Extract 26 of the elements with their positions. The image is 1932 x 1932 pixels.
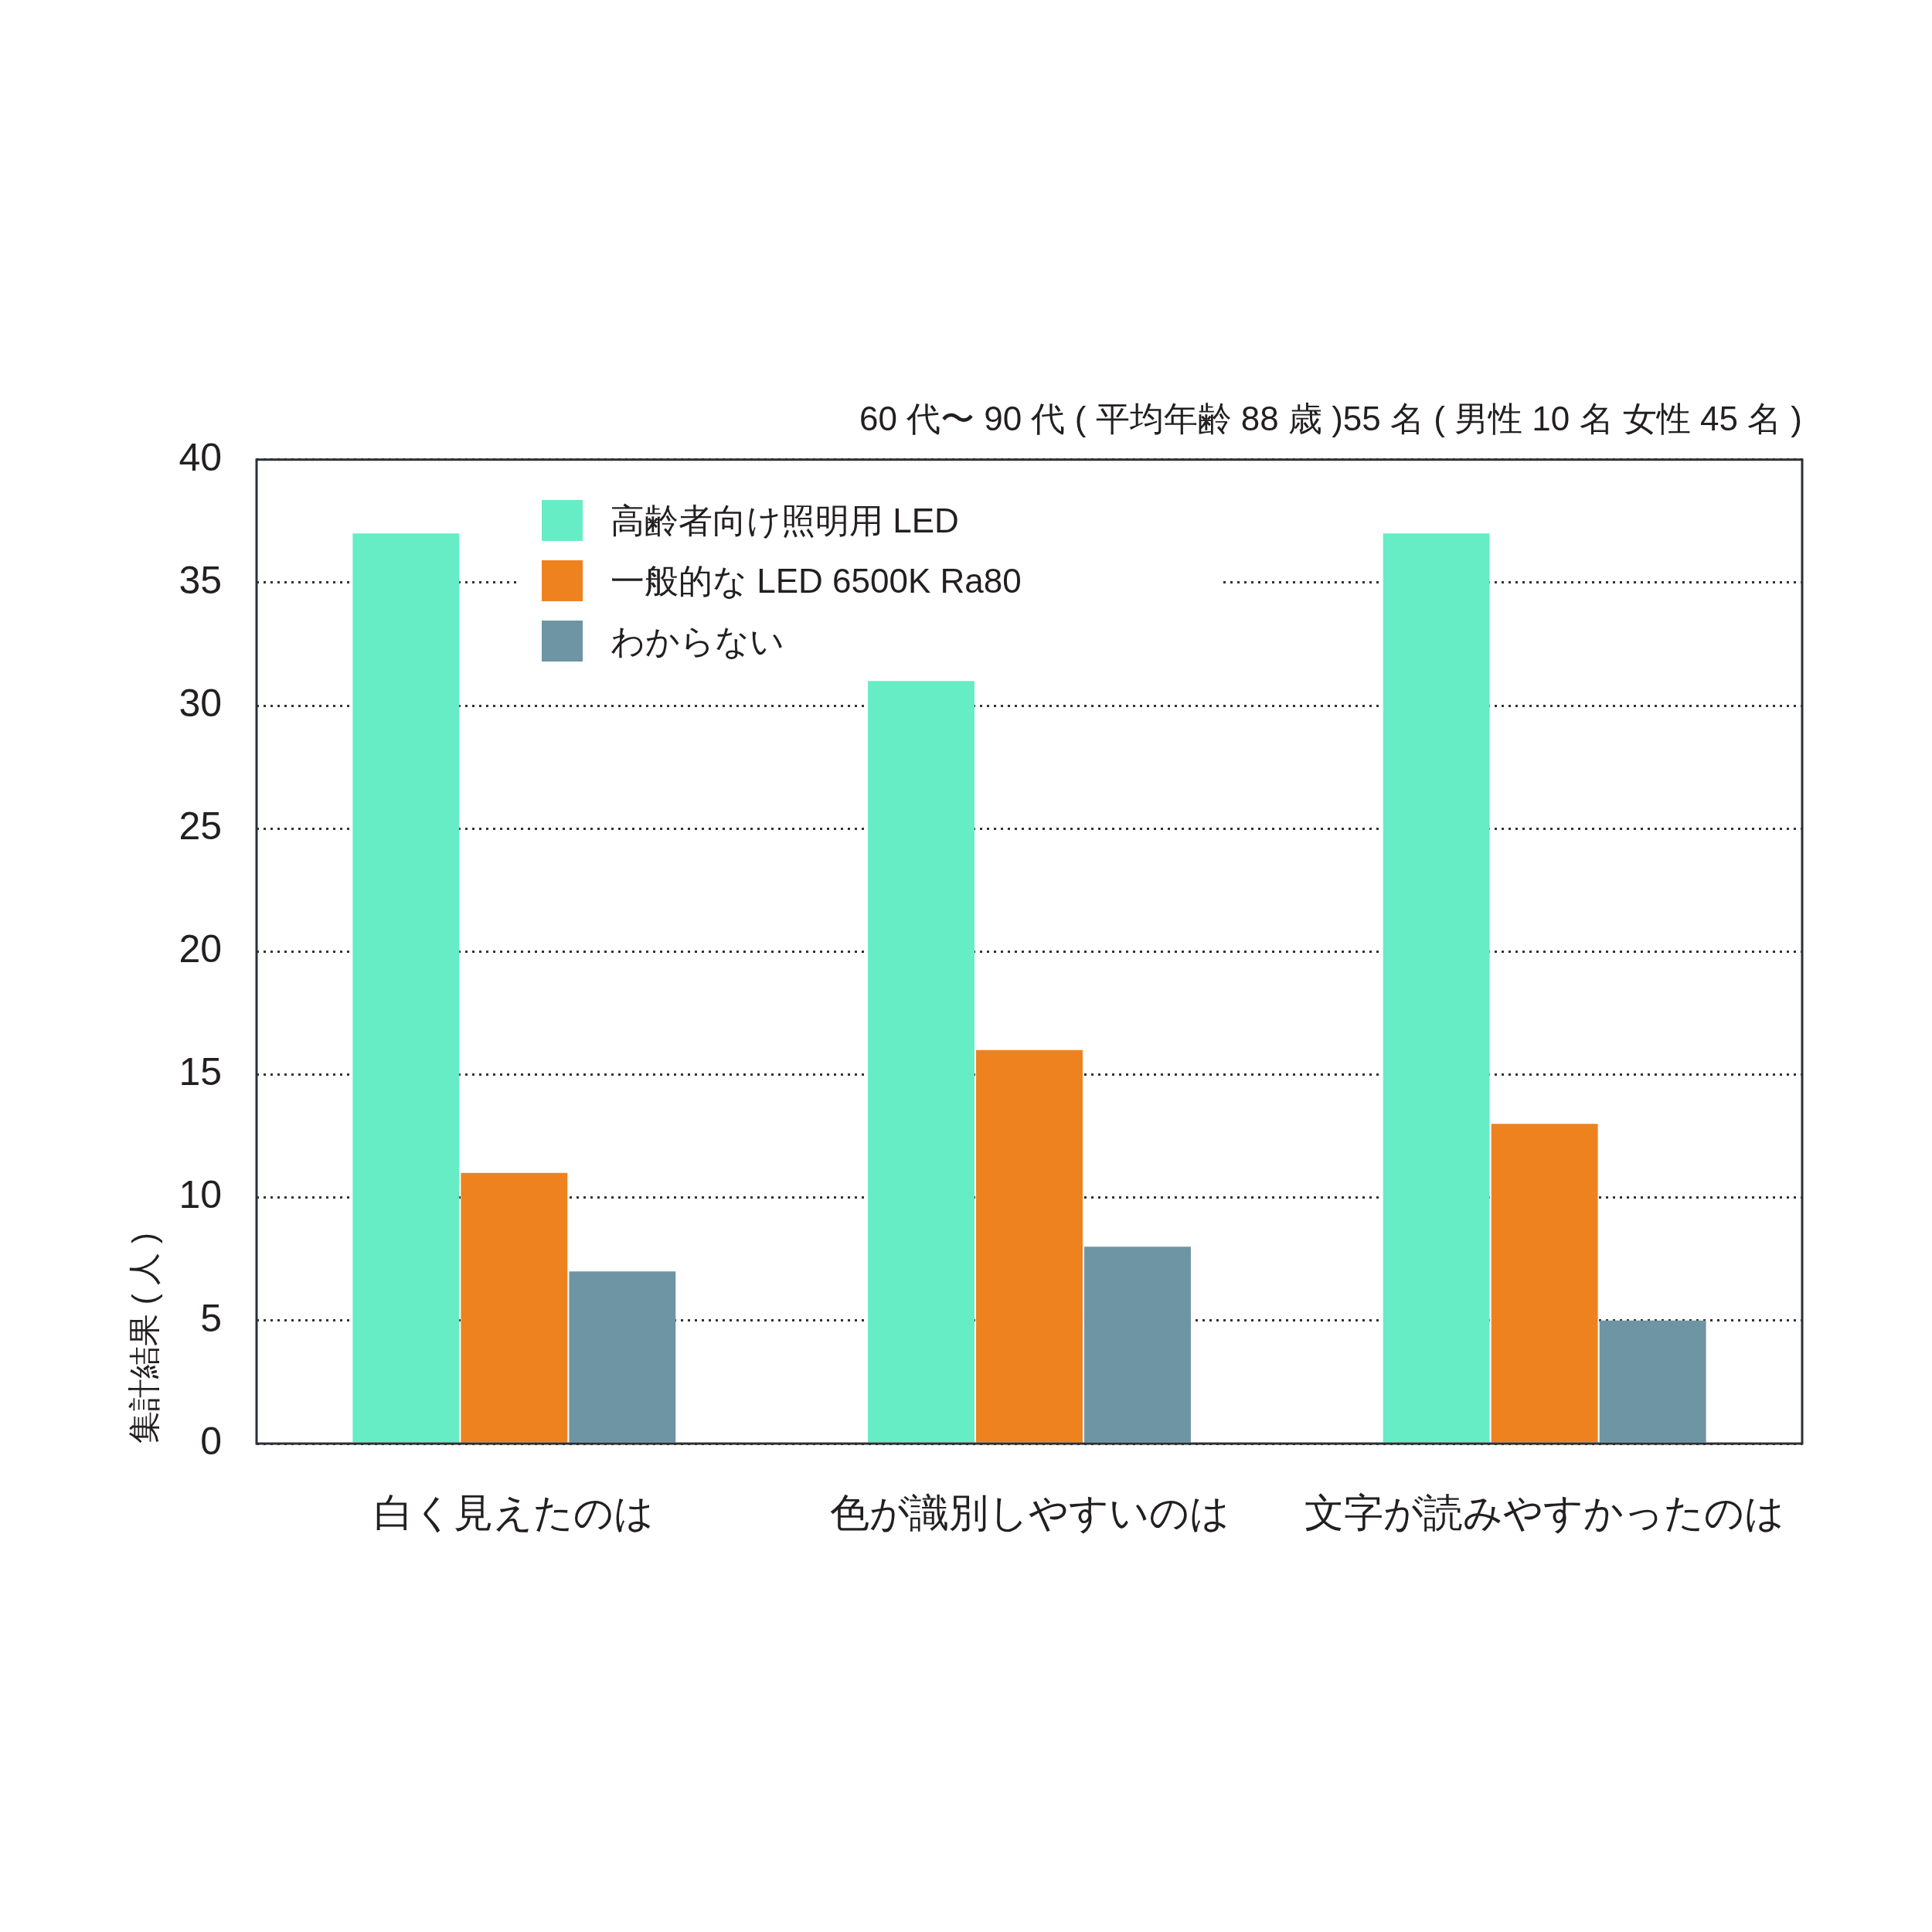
bar [569, 1271, 676, 1443]
legend-label: わからない [611, 621, 784, 660]
y-tick-label: 40 [179, 435, 222, 479]
y-tick-label: 20 [179, 927, 222, 971]
bar [1084, 1247, 1191, 1443]
y-tick-label: 0 [200, 1419, 222, 1463]
x-tick-label: 白く見えたのは [374, 1490, 655, 1535]
y-tick-label: 25 [179, 804, 222, 849]
bar [868, 681, 975, 1443]
y-tick-label: 5 [200, 1296, 222, 1340]
y-tick-label: 30 [179, 681, 222, 725]
bar [352, 533, 460, 1443]
bar [1383, 533, 1490, 1443]
bar [461, 1172, 568, 1443]
y-axis-title: 集計結果 ( 人 ) [125, 1233, 162, 1444]
bar [1491, 1124, 1598, 1443]
legend-label: 高齢者向け照明用 LED [611, 501, 959, 539]
x-tick-label: 色が識別しやすいのは [829, 1490, 1230, 1535]
bar [976, 1049, 1083, 1443]
y-tick-label: 10 [179, 1173, 222, 1217]
x-tick-label: 文字が読みやすかったのは [1304, 1490, 1785, 1535]
y-tick-label: 15 [179, 1050, 222, 1094]
y-tick-label: 35 [179, 558, 222, 602]
bar [1599, 1320, 1706, 1443]
legend-label: 一般的な LED 6500K Ra80 [611, 561, 1022, 600]
chart-title: 60 代〜 90 代 ( 平均年齢 88 歳 )55 名 ( 男性 10 名 女性 45 名 ) [859, 399, 1802, 437]
